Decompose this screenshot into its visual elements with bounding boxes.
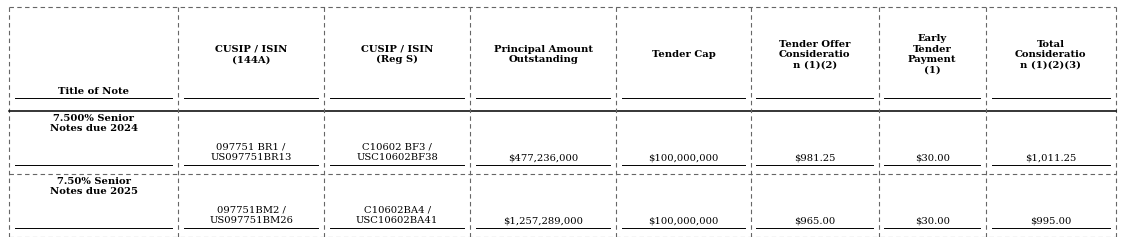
Text: $965.00: $965.00 bbox=[794, 216, 835, 225]
Text: $1,011.25: $1,011.25 bbox=[1025, 153, 1077, 162]
Text: CUSIP / ISIN
(144A): CUSIP / ISIN (144A) bbox=[215, 45, 288, 64]
Text: C10602BA4 /
USC10602BA41: C10602BA4 / USC10602BA41 bbox=[356, 206, 438, 225]
Text: $30.00: $30.00 bbox=[915, 153, 949, 162]
Text: $100,000,000: $100,000,000 bbox=[648, 216, 719, 225]
Text: $981.25: $981.25 bbox=[794, 153, 835, 162]
Text: CUSIP / ISIN
(Reg S): CUSIP / ISIN (Reg S) bbox=[361, 45, 434, 64]
Text: Total
Consideratio
n (1)(2)(3): Total Consideratio n (1)(2)(3) bbox=[1015, 40, 1086, 69]
Text: Early
Tender
Payment
(1): Early Tender Payment (1) bbox=[908, 34, 956, 75]
Text: Tender Offer
Consideratio
n (1)(2): Tender Offer Consideratio n (1)(2) bbox=[779, 40, 850, 69]
Text: 7.500% Senior
Notes due 2024: 7.500% Senior Notes due 2024 bbox=[49, 114, 138, 133]
Text: $1,257,289,000: $1,257,289,000 bbox=[503, 216, 583, 225]
Text: $477,236,000: $477,236,000 bbox=[508, 153, 578, 162]
Text: Title of Note: Title of Note bbox=[58, 87, 129, 96]
Text: Tender Cap: Tender Cap bbox=[652, 50, 715, 59]
Text: 7.50% Senior
Notes due 2025: 7.50% Senior Notes due 2025 bbox=[49, 177, 138, 196]
Text: Principal Amount
Outstanding: Principal Amount Outstanding bbox=[494, 45, 592, 64]
Text: $100,000,000: $100,000,000 bbox=[648, 153, 719, 162]
Text: 097751BM2 /
US097751BM26: 097751BM2 / US097751BM26 bbox=[209, 206, 293, 225]
Text: $30.00: $30.00 bbox=[915, 216, 949, 225]
Text: 097751 BR1 /
US097751BR13: 097751 BR1 / US097751BR13 bbox=[210, 143, 292, 162]
Text: C10602 BF3 /
USC10602BF38: C10602 BF3 / USC10602BF38 bbox=[356, 143, 438, 162]
Text: $995.00: $995.00 bbox=[1030, 216, 1071, 225]
